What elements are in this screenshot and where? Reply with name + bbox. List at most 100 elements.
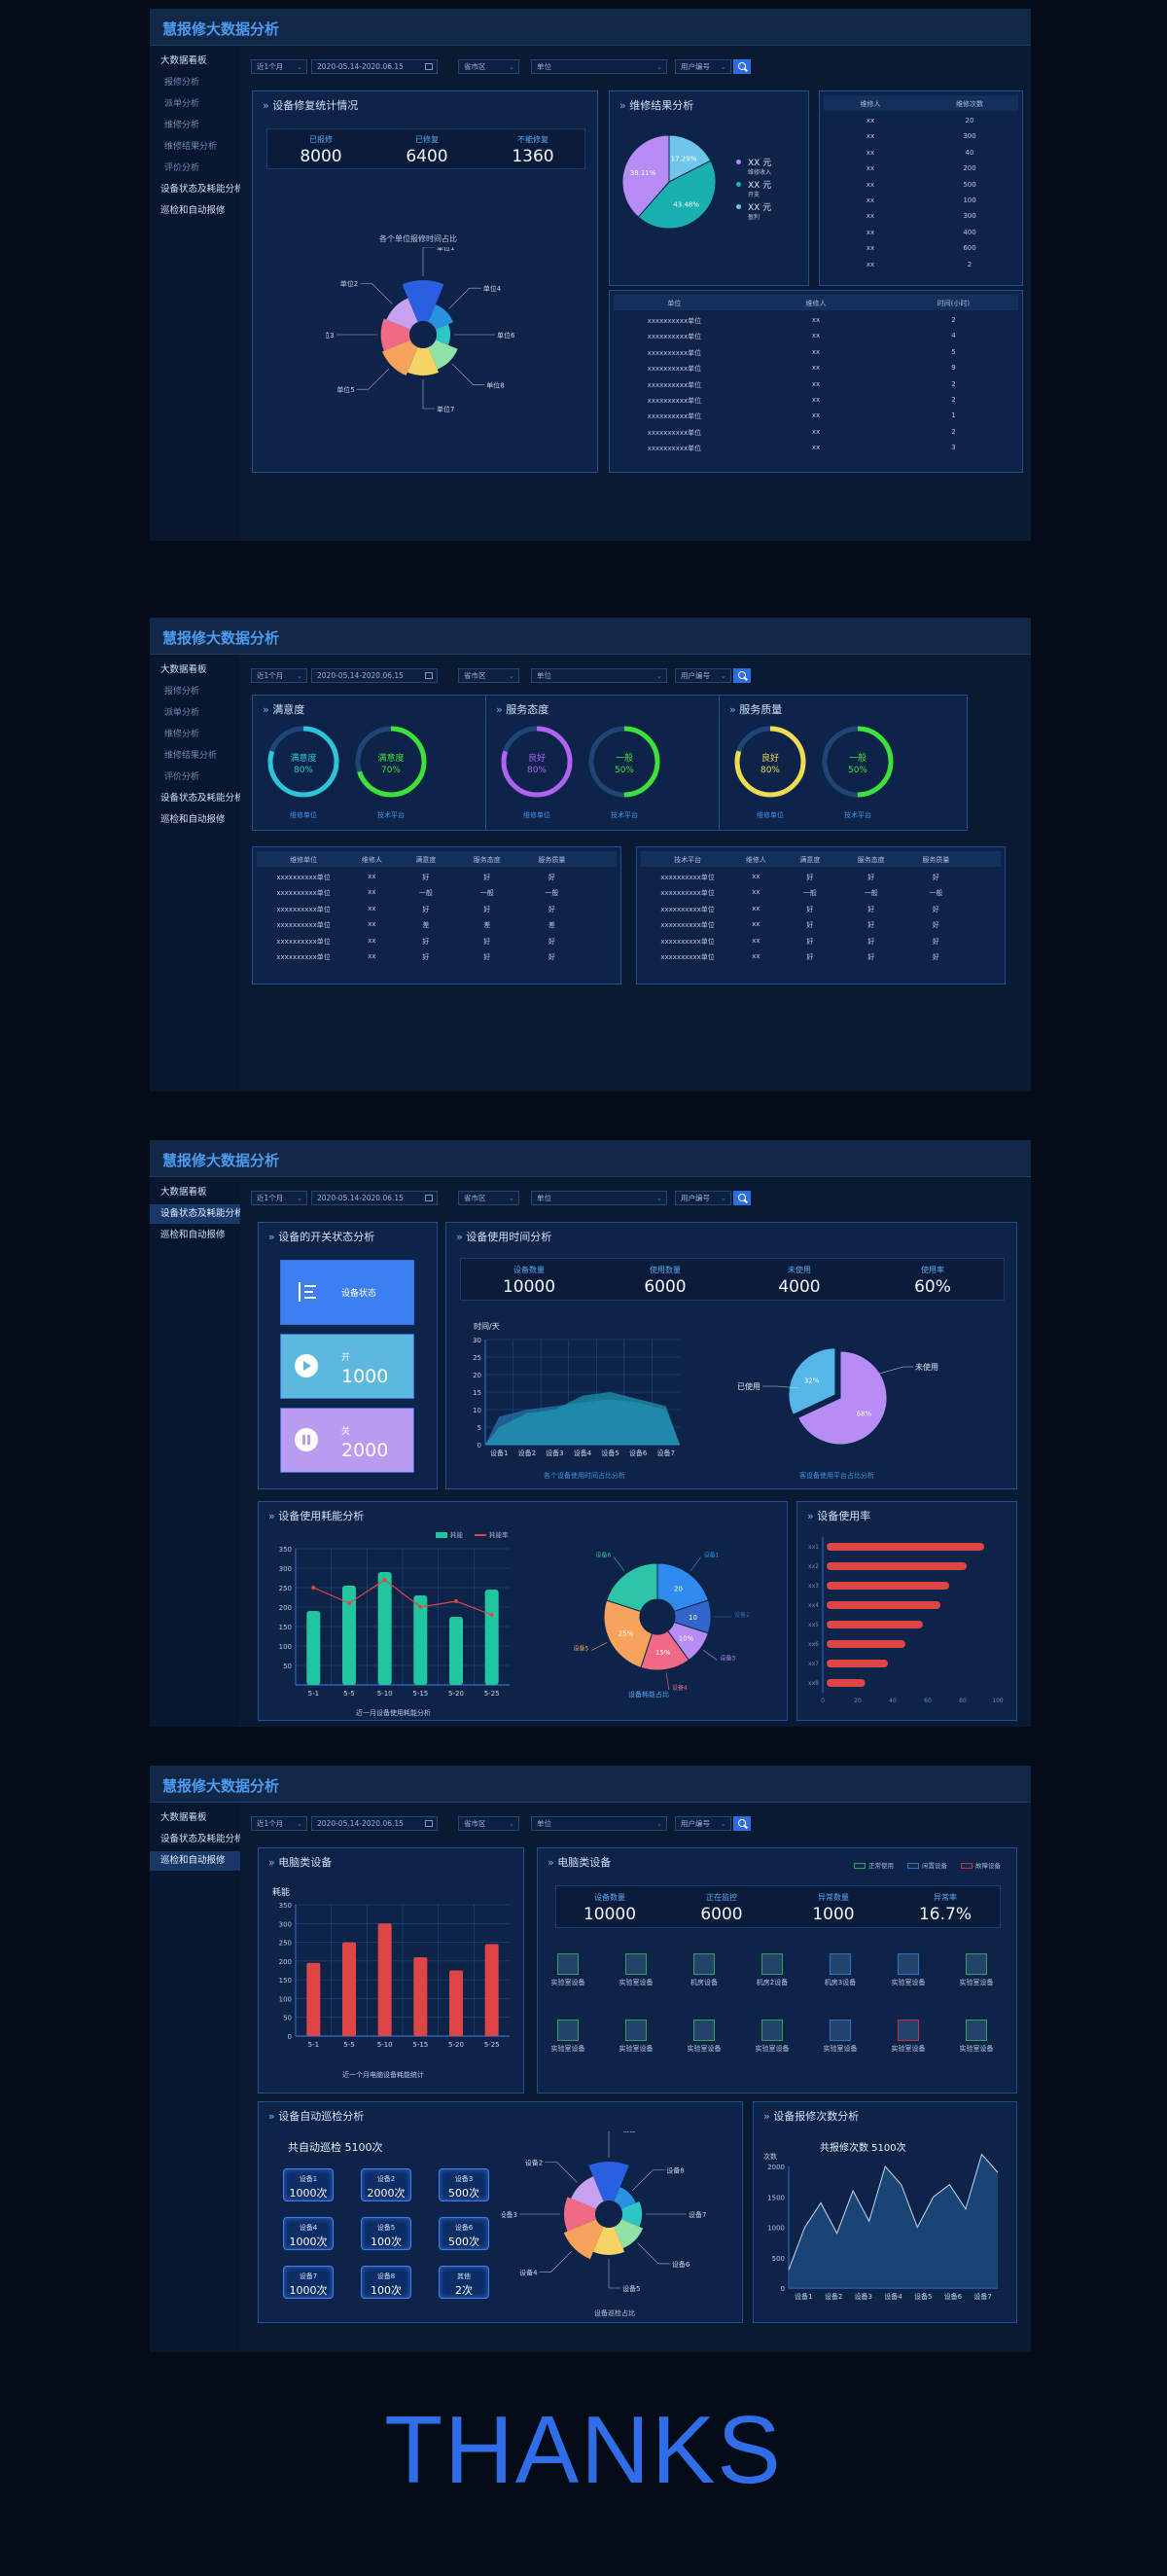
period-select[interactable]: 近1个月 ⌄ xyxy=(251,1816,307,1831)
table-row[interactable]: xxxxxxxxxx单位 xx 1 xyxy=(614,411,1018,424)
table-row[interactable]: xxxxxxxxxx单位 xx 一般 一般 一般 xyxy=(641,888,1001,901)
off-tile[interactable]: 关 2000 xyxy=(280,1408,414,1473)
nav-item[interactable]: 设备状态及耗能分析 xyxy=(160,793,240,804)
period-select[interactable]: 近1个月 ⌄ xyxy=(251,668,307,683)
patrol-tile[interactable]: 设备7 1000次 xyxy=(283,2266,334,2299)
nav-item[interactable]: 大数据看板 xyxy=(160,1812,207,1823)
table-row[interactable]: xx 500 xyxy=(824,181,1018,194)
table-row[interactable]: xxxxxxxxxx单位 xx 2 xyxy=(614,380,1018,393)
device-item[interactable]: 实验室设备 xyxy=(754,2020,791,2056)
table-row[interactable]: xx 400 xyxy=(824,229,1018,241)
date-range-input[interactable]: 2020-05.14-2020.06.15 xyxy=(311,668,438,683)
nav-item[interactable]: 报修分析 xyxy=(164,687,200,697)
date-range-input[interactable]: 2020-05.14-2020.06.15 xyxy=(311,1191,438,1205)
device-item[interactable]: 实验室设备 xyxy=(549,2020,586,2056)
nav-item[interactable]: 维修分析 xyxy=(164,121,200,130)
nav-item[interactable]: 巡检和自动报修 xyxy=(160,1230,226,1240)
device-item[interactable]: 实验室设备 xyxy=(618,2020,654,2056)
patrol-tile[interactable]: 设备6 500次 xyxy=(439,2217,489,2250)
table-row[interactable]: xx 40 xyxy=(824,149,1018,161)
device-item[interactable]: 实验室设备 xyxy=(958,2020,995,2056)
table-row[interactable]: xxxxxxxxxx单位 xx 一般 一般 一般 xyxy=(257,888,617,901)
table-row[interactable]: xxxxxxxxxx单位 xx 3 xyxy=(614,444,1018,456)
search-button[interactable] xyxy=(733,1816,751,1831)
device-item[interactable]: 实验室设备 xyxy=(890,2020,927,2056)
search-button[interactable] xyxy=(733,668,751,683)
table-row[interactable]: xx 100 xyxy=(824,197,1018,209)
table-row[interactable]: xxxxxxxxxx单位 xx 好 好 好 xyxy=(641,873,1001,885)
table-row[interactable]: xxxxxxxxxx单位 xx 好 好 好 xyxy=(257,952,617,965)
table-row[interactable]: xx 2 xyxy=(824,261,1018,273)
table-row[interactable]: xxxxxxxxxx单位 xx 好 好 好 xyxy=(257,905,617,917)
patrol-tile[interactable]: 设备1 1000次 xyxy=(283,2168,334,2201)
nav-item[interactable]: 巡检和自动报修 xyxy=(160,814,226,825)
nav-item[interactable]: 评价分析 xyxy=(164,163,200,173)
device-item[interactable]: 实验室设备 xyxy=(958,1953,995,1989)
nav-item[interactable]: 派单分析 xyxy=(164,99,200,109)
nav-item[interactable]: 大数据看板 xyxy=(160,1187,207,1198)
city-select[interactable]: 省市区 ⌄ xyxy=(458,1191,519,1205)
table-row[interactable]: xxxxxxxxxx单位 xx 9 xyxy=(614,364,1018,376)
table-row[interactable]: xx 300 xyxy=(824,212,1018,225)
table-row[interactable]: xxxxxxxxxx单位 xx 好 好 好 xyxy=(641,920,1001,933)
patrol-tile[interactable]: 设备2 2000次 xyxy=(361,2168,411,2201)
table-row[interactable]: xx 20 xyxy=(824,117,1018,129)
table-row[interactable]: xxxxxxxxxx单位 xx 2 xyxy=(614,316,1018,329)
nav-item[interactable]: 派单分析 xyxy=(164,708,200,718)
table-row[interactable]: xxxxxxxxxx单位 xx 好 好 好 xyxy=(641,952,1001,965)
table-row[interactable]: xxxxxxxxxx单位 xx 好 好 好 xyxy=(257,873,617,885)
city-select[interactable]: 省市区 ⌄ xyxy=(458,1816,519,1831)
patrol-tile[interactable]: 设备8 100次 xyxy=(361,2266,411,2299)
table-row[interactable]: xxxxxxxxxx单位 xx 好 好 好 xyxy=(257,937,617,949)
user-select[interactable]: 用户编号 ⌄ xyxy=(675,59,731,74)
patrol-tile[interactable]: 设备5 100次 xyxy=(361,2217,411,2250)
period-select[interactable]: 近1个月 ⌄ xyxy=(251,59,307,74)
search-button[interactable] xyxy=(733,59,751,74)
table-row[interactable]: xx 200 xyxy=(824,164,1018,177)
table-row[interactable]: xxxxxxxxxx单位 xx 2 xyxy=(614,428,1018,441)
nav-item[interactable]: 报修分析 xyxy=(164,78,200,88)
nav-item[interactable]: 维修结果分析 xyxy=(164,142,218,152)
device-item[interactable]: 实验室设备 xyxy=(890,1953,927,1989)
table-row[interactable]: xxxxxxxxxx单位 xx 好 好 好 xyxy=(641,905,1001,917)
table-row[interactable]: xxxxxxxxxx单位 xx 好 好 好 xyxy=(641,937,1001,949)
device-item[interactable]: 实验室设备 xyxy=(618,1953,654,1989)
nav-item[interactable]: 维修结果分析 xyxy=(164,751,218,761)
device-item[interactable]: 机房设备 xyxy=(686,1953,723,1989)
nav-item[interactable]: 评价分析 xyxy=(164,772,200,782)
nav-item[interactable]: 巡检和自动报修 xyxy=(150,1851,240,1871)
user-select[interactable]: 用户编号 ⌄ xyxy=(675,1816,731,1831)
city-select[interactable]: 省市区 ⌄ xyxy=(458,668,519,683)
on-tile[interactable]: 开 1000 xyxy=(280,1334,414,1399)
patrol-tile[interactable]: 其他 2次 xyxy=(439,2266,489,2299)
table-row[interactable]: xx 600 xyxy=(824,244,1018,257)
nav-item[interactable]: 设备状态及耗能分析 xyxy=(160,184,240,195)
unit-select[interactable]: 单位 ⌄ xyxy=(531,1816,667,1831)
date-range-input[interactable]: 2020-05.14-2020.06.15 xyxy=(311,59,438,74)
device-item[interactable]: 实验室设备 xyxy=(822,2020,859,2056)
city-select[interactable]: 省市区 ⌄ xyxy=(458,59,519,74)
table-row[interactable]: xxxxxxxxxx单位 xx 4 xyxy=(614,332,1018,344)
table-row[interactable]: xxxxxxxxxx单位 xx 差 差 差 xyxy=(257,920,617,933)
nav-item[interactable]: 大数据看板 xyxy=(160,664,207,675)
nav-item[interactable]: 维修分析 xyxy=(164,730,200,739)
device-item[interactable]: 机房3设备 xyxy=(822,1953,859,1989)
nav-item[interactable]: 大数据看板 xyxy=(160,55,207,66)
device-item[interactable]: 机房2设备 xyxy=(754,1953,791,1989)
user-select[interactable]: 用户编号 ⌄ xyxy=(675,668,731,683)
unit-select[interactable]: 单位 ⌄ xyxy=(531,59,667,74)
nav-item[interactable]: 设备状态及耗能分析 xyxy=(160,1834,240,1844)
date-range-input[interactable]: 2020-05.14-2020.06.15 xyxy=(311,1816,438,1831)
search-button[interactable] xyxy=(733,1191,751,1205)
unit-select[interactable]: 单位 ⌄ xyxy=(531,1191,667,1205)
table-row[interactable]: xx 300 xyxy=(824,132,1018,145)
user-select[interactable]: 用户编号 ⌄ xyxy=(675,1191,731,1205)
table-row[interactable]: xxxxxxxxxx单位 xx 2 xyxy=(614,396,1018,409)
nav-item[interactable]: 设备状态及耗能分析 xyxy=(150,1204,240,1224)
unit-select[interactable]: 单位 ⌄ xyxy=(531,668,667,683)
device-item[interactable]: 实验室设备 xyxy=(549,1953,586,1989)
table-row[interactable]: xxxxxxxxxx单位 xx 5 xyxy=(614,348,1018,361)
device-item[interactable]: 实验室设备 xyxy=(686,2020,723,2056)
status-tile[interactable]: 设备状态 xyxy=(280,1260,414,1325)
patrol-tile[interactable]: 设备4 1000次 xyxy=(283,2217,334,2250)
